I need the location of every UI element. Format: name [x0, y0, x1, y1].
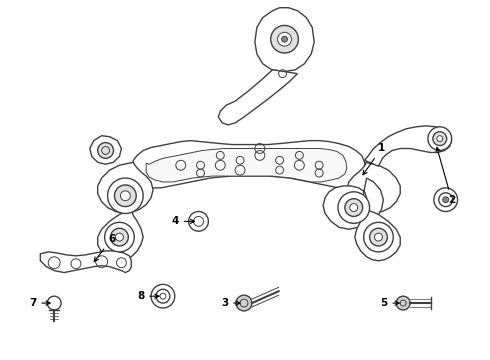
Circle shape [104, 222, 134, 252]
Text: 8: 8 [137, 291, 159, 301]
Polygon shape [255, 8, 314, 72]
Polygon shape [133, 141, 365, 188]
Polygon shape [323, 178, 383, 229]
Polygon shape [90, 136, 122, 164]
Text: 3: 3 [221, 298, 240, 308]
Polygon shape [355, 210, 400, 261]
Circle shape [282, 36, 288, 42]
Circle shape [111, 228, 128, 246]
Polygon shape [219, 70, 297, 125]
Circle shape [98, 143, 114, 158]
Text: 5: 5 [380, 298, 399, 308]
Text: 6: 6 [94, 234, 115, 261]
Circle shape [338, 192, 369, 223]
Circle shape [115, 185, 136, 207]
Polygon shape [98, 162, 153, 213]
Circle shape [121, 191, 130, 201]
Polygon shape [98, 210, 143, 261]
Circle shape [364, 222, 393, 252]
Circle shape [345, 199, 363, 216]
Text: 7: 7 [29, 298, 50, 308]
Text: 1: 1 [363, 144, 385, 175]
Circle shape [270, 26, 298, 53]
Polygon shape [146, 148, 347, 182]
Circle shape [374, 233, 382, 241]
Circle shape [108, 178, 143, 213]
Circle shape [428, 127, 452, 150]
Polygon shape [347, 162, 400, 213]
Circle shape [369, 228, 388, 246]
Text: 4: 4 [172, 216, 195, 226]
Circle shape [278, 32, 292, 46]
Circle shape [116, 233, 123, 241]
Circle shape [236, 295, 252, 311]
Circle shape [433, 132, 447, 145]
Circle shape [396, 296, 410, 310]
Text: 2: 2 [436, 148, 455, 205]
Polygon shape [40, 251, 131, 273]
Circle shape [443, 197, 449, 203]
Polygon shape [365, 126, 452, 166]
Circle shape [350, 204, 358, 212]
Circle shape [437, 136, 443, 141]
